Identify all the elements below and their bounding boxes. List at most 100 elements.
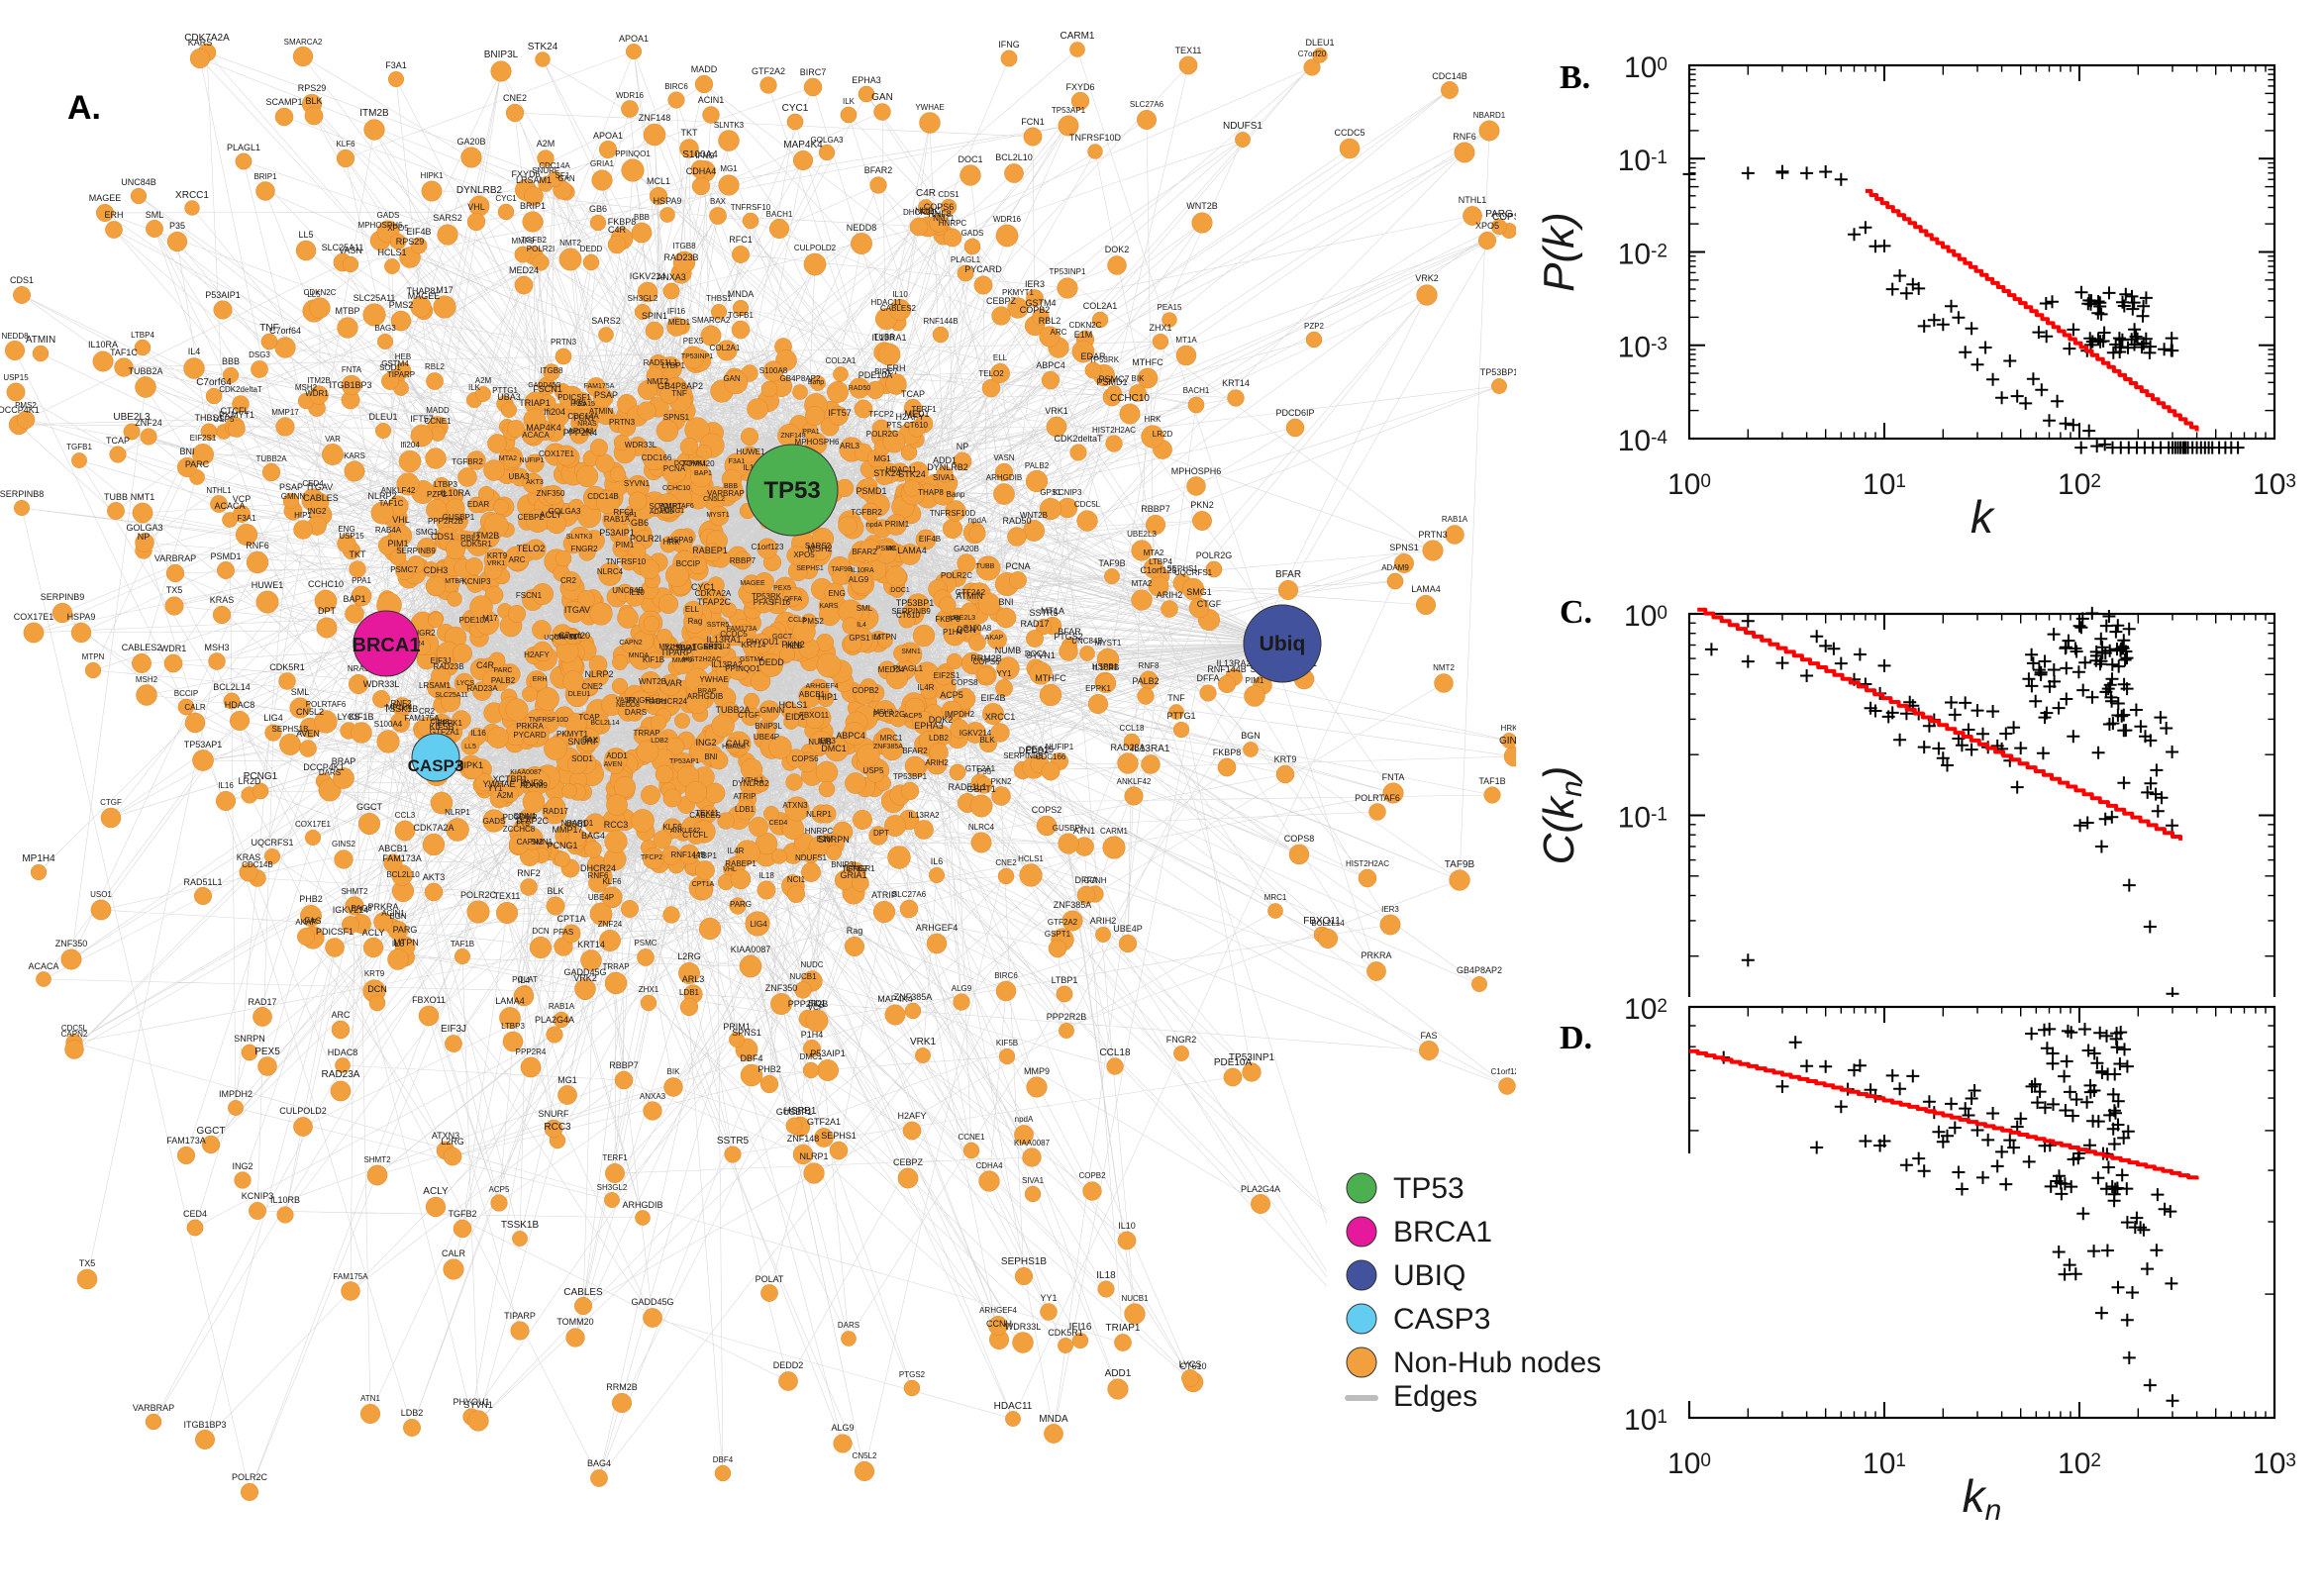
svg-text:VRK1: VRK1 [487, 560, 505, 567]
svg-text:PIM1: PIM1 [1246, 676, 1264, 685]
svg-text:VHL: VHL [392, 515, 410, 525]
svg-text:ING2: ING2 [695, 738, 716, 748]
svg-text:GADD45G: GADD45G [563, 967, 606, 977]
svg-text:MSH2: MSH2 [136, 675, 158, 684]
svg-text:RBBP7: RBBP7 [1141, 504, 1170, 514]
svg-text:C1orf123: C1orf123 [752, 543, 784, 551]
svg-text:PPINQO1: PPINQO1 [615, 150, 651, 158]
svg-text:TAF9B: TAF9B [1445, 859, 1475, 870]
svg-text:IL4: IL4 [188, 347, 201, 356]
svg-text:TFCP2: TFCP2 [641, 854, 662, 861]
svg-text:PKN2: PKN2 [1190, 500, 1214, 510]
svg-text:TUBB2A: TUBB2A [715, 705, 750, 715]
svg-text:ABCB1: ABCB1 [799, 690, 826, 699]
svg-text:ITM2B: ITM2B [307, 376, 331, 385]
svg-text:IL10RA: IL10RA [851, 567, 874, 574]
svg-text:HDAC11: HDAC11 [994, 1401, 1033, 1412]
svg-text:ACLY: ACLY [362, 928, 385, 938]
svg-text:WDR1: WDR1 [160, 644, 187, 653]
svg-text:TGFBR2: TGFBR2 [851, 508, 882, 517]
svg-text:RNF2: RNF2 [517, 868, 541, 878]
svg-text:LTBP3: LTBP3 [501, 1022, 525, 1031]
svg-text:TRIAP1: TRIAP1 [519, 398, 551, 408]
svg-text:RAB1A: RAB1A [1442, 515, 1468, 524]
svg-text:UBE2L3: UBE2L3 [1127, 530, 1157, 539]
svg-text:COL2A1: COL2A1 [1083, 301, 1118, 311]
svg-text:DEDD: DEDD [758, 657, 784, 667]
svg-text:IL10RA: IL10RA [88, 340, 118, 349]
svg-text:XCTBP1: XCTBP1 [492, 774, 527, 784]
svg-text:TGFBR2: TGFBR2 [452, 457, 483, 466]
svg-text:NTHL1: NTHL1 [206, 486, 232, 495]
svg-text:PLA2G4A: PLA2G4A [535, 1015, 574, 1025]
svg-text:KLF6: KLF6 [336, 140, 355, 149]
svg-text:EID1: EID1 [808, 999, 826, 1008]
svg-text:TP53BP1: TP53BP1 [893, 772, 928, 781]
svg-text:CCDC5: CCDC5 [1334, 128, 1364, 138]
svg-text:LYCS: LYCS [456, 680, 474, 687]
svg-text:COX17E1: COX17E1 [295, 820, 332, 829]
svg-text:ITGB1BP3: ITGB1BP3 [329, 380, 371, 390]
svg-text:TP53: TP53 [1393, 1172, 1464, 1205]
svg-text:IFT57: IFT57 [828, 408, 852, 418]
svg-text:IL6: IL6 [392, 939, 405, 948]
svg-text:H2AFY: H2AFY [524, 650, 550, 659]
svg-text:TP53AP1: TP53AP1 [669, 758, 699, 765]
svg-text:VRK1: VRK1 [1045, 406, 1068, 416]
svg-text:BCL2L10: BCL2L10 [995, 152, 1033, 162]
svg-text:CDHA4: CDHA4 [975, 1161, 1003, 1170]
svg-text:SSTR5: SSTR5 [717, 1136, 750, 1147]
svg-text:PRTN3: PRTN3 [551, 338, 577, 347]
svg-text:SHMT2: SHMT2 [363, 1155, 391, 1164]
svg-text:POLR2C: POLR2C [460, 890, 497, 900]
svg-text:DBF4: DBF4 [740, 1053, 762, 1063]
svg-text:BNI: BNI [179, 447, 194, 456]
svg-text:ITGB8: ITGB8 [540, 366, 563, 375]
svg-text:PCNG1: PCNG1 [244, 771, 278, 782]
svg-text:DOC1: DOC1 [958, 154, 982, 164]
svg-text:GSPT1: GSPT1 [966, 784, 996, 794]
svg-text:COL2A1: COL2A1 [710, 344, 741, 352]
svg-text:ZHX1: ZHX1 [1149, 323, 1171, 333]
svg-text:EIF3J: EIF3J [441, 1024, 466, 1035]
svg-text:PPP2R2B: PPP2R2B [1047, 1012, 1087, 1022]
svg-text:VHL: VHL [467, 202, 485, 212]
svg-text:LAMA4: LAMA4 [1411, 584, 1441, 594]
svg-text:NUCB1: NUCB1 [789, 972, 817, 981]
svg-text:IER3: IER3 [1381, 905, 1399, 914]
svg-text:ARL3: ARL3 [840, 442, 860, 450]
svg-text:POLR2C: POLR2C [232, 1472, 268, 1482]
svg-text:CDKN2C: CDKN2C [1069, 321, 1102, 330]
svg-text:GTF2A2: GTF2A2 [752, 66, 785, 76]
svg-text:BFAR2: BFAR2 [852, 548, 877, 556]
svg-text:SPNS1: SPNS1 [663, 413, 690, 422]
svg-text:POLR2G: POLR2G [1196, 550, 1233, 560]
svg-text:ZNF385A: ZNF385A [1054, 900, 1092, 910]
svg-text:PRIM1: PRIM1 [885, 520, 910, 529]
svg-text:SPIN1: SPIN1 [642, 311, 667, 321]
svg-text:GADS: GADS [377, 211, 400, 220]
svg-text:MTPN: MTPN [82, 652, 105, 661]
svg-text:BIK: BIK [1132, 374, 1146, 383]
svg-text:IFNGR1: IFNGR1 [626, 696, 656, 705]
svg-text:CDK2deltaT: CDK2deltaT [1054, 434, 1103, 444]
svg-text:PEX5: PEX5 [254, 1047, 280, 1057]
svg-text:PLAGL1: PLAGL1 [951, 255, 981, 264]
svg-text:RFC1: RFC1 [614, 508, 635, 517]
svg-text:CCHC10: CCHC10 [1110, 393, 1150, 404]
svg-text:NLRP1: NLRP1 [799, 1151, 828, 1161]
svg-text:TELO2: TELO2 [517, 544, 546, 553]
svg-text:IL10: IL10 [892, 290, 908, 299]
svg-text:IL4R: IL4R [918, 683, 935, 692]
svg-text:APOA1: APOA1 [619, 34, 649, 44]
svg-text:SYVN1: SYVN1 [624, 479, 651, 488]
svg-text:SERPINB8: SERPINB8 [0, 489, 44, 499]
svg-text:LDB2: LDB2 [401, 1408, 424, 1418]
svg-text:RAD51L1: RAD51L1 [183, 877, 222, 887]
svg-text:ATRIP: ATRIP [734, 792, 757, 801]
svg-text:PFAS: PFAS [554, 928, 573, 937]
svg-text:NMT1: NMT1 [131, 492, 155, 502]
svg-text:KIAA0087: KIAA0087 [1014, 1139, 1051, 1147]
svg-text:DEDD: DEDD [580, 245, 603, 253]
svg-text:DMC1: DMC1 [821, 744, 847, 753]
